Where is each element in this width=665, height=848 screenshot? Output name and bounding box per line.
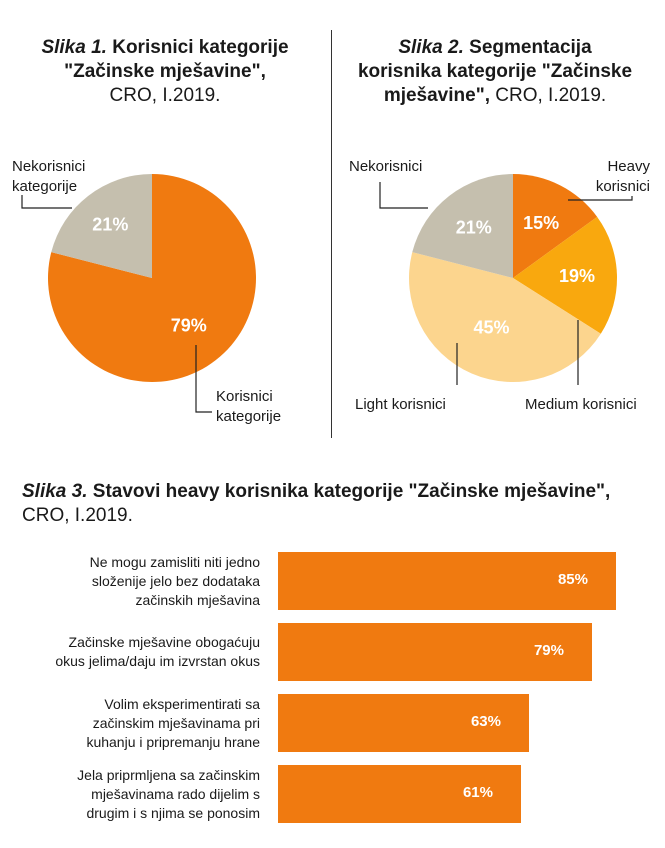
bar-category-label-line: začinskih mješavina: [135, 591, 261, 608]
pie1-label-nonusers-line1: Nekorisnici: [12, 158, 86, 175]
pie1-value-label-1: 21%: [92, 214, 128, 234]
figure3-title-prefix: Slika 3.: [22, 481, 88, 502]
figure3-title-main: Stavovi heavy korisnika kategorije "Zači…: [92, 481, 611, 502]
pie2-value-label-3: 21%: [456, 217, 492, 237]
pie-chart-segmentation: 15% 19% 45% 21%: [379, 174, 633, 385]
column-divider: [331, 30, 332, 438]
pie1-label-nonusers-line2: kategorije: [12, 178, 78, 195]
pie2-label-heavy-line1: Heavy: [607, 158, 650, 175]
pie2-value-label-0: 15%: [523, 213, 559, 233]
figure2-title-main3: mješavine",: [383, 85, 490, 106]
pie1-leader-users: [195, 345, 212, 413]
figure1-title-prefix: Slika 1.: [41, 37, 107, 58]
bar-value-label: 63%: [470, 713, 501, 730]
bar-category-label-line: okus jelima/daju im izvrstan okus: [55, 653, 260, 669]
bar: 79%: [278, 623, 592, 681]
bar-category-label: Volim eksperimentirati sa začinskim mješa…: [20, 695, 260, 752]
pie2-value-label-1: 19%: [559, 266, 595, 286]
figure2-title-sub: CRO, I.2019.: [495, 85, 607, 106]
pie2-label-heavy-line2: korisnici: [595, 178, 650, 195]
figure2-title-prefix: Slika 2.: [398, 37, 464, 58]
bar-category-label: Ne mogu zamisliti niti jedno složenije je…: [20, 553, 260, 610]
pie1-label-users: Korisnici kategorije: [216, 387, 281, 427]
pie2-value-label-2: 45%: [474, 318, 510, 338]
bar: 85%: [278, 552, 616, 610]
bar: 63%: [278, 694, 529, 752]
pie2-slice-3: [412, 174, 513, 278]
figure2-title-main2: korisnika kategorije "Začinske: [357, 61, 633, 82]
figure3-title: Slika 3. Stavovi heavy korisnika kategor…: [22, 480, 662, 528]
bar-category-label-line: Jela priprmljena sa začinskim: [77, 766, 260, 783]
pie1-leader-nonusers: [21, 195, 72, 209]
figure3-title-sub: CRO, I.2019.: [22, 505, 133, 526]
pie2-label-medium: Medium korisnici: [525, 396, 637, 413]
pie2-label-light: Light korisnici: [355, 396, 446, 413]
bar-value-label: 85%: [557, 571, 588, 588]
bar-category-label-line: drugim i s njima se ponosim: [86, 804, 260, 821]
bar-value-label: 79%: [533, 642, 564, 659]
bar-category-label-line: mješavinama rado dijelim s: [91, 785, 260, 802]
pie2-leader-heavy: [568, 196, 633, 201]
figure1-title: Slika 1. Korisnici kategorije "Začinske …: [20, 36, 310, 108]
pie2-leader-nonusers: [379, 182, 428, 209]
bar-category-label-line: začinskim mješavinama pri: [92, 714, 260, 731]
pie-chart-users: 79% 21%: [21, 174, 257, 413]
bar: 61%: [278, 765, 521, 823]
pie1-slice-1: [51, 174, 153, 278]
figure2-title: Slika 2. Segmentacija korisnika kategori…: [340, 36, 650, 108]
figure2-title-main1: Segmentacija: [469, 37, 592, 58]
pie2-slice-1: [513, 216, 617, 334]
bar-category-label-line: kuhanju i pripremanju hrane: [86, 733, 260, 750]
pie1-label-users-line2: kategorije: [216, 408, 282, 425]
pie2-label-heavy: Heavy korisnici: [570, 157, 650, 197]
bar-category-label-line: Ne mogu zamisliti niti jedno: [89, 553, 260, 570]
bar-category-label-line: Začinske mješavine obogaćuju: [68, 634, 260, 650]
bar-category-label-line: složenije jelo bez dodataka: [91, 572, 260, 589]
pie1-label-nonusers: Nekorisnici kategorije: [12, 157, 85, 197]
figure1-title-sub: CRO, I.2019.: [109, 85, 221, 106]
pie2-label-nonusers: Nekorisnici: [349, 158, 423, 175]
bar-category-label-line: Volim eksperimentirati sa: [104, 695, 260, 712]
bar-category-label: Jela priprmljena sa začinskim mješavinama…: [20, 766, 260, 823]
pie1-value-label-0: 79%: [171, 315, 207, 335]
pie1-label-users-line1: Korisnici: [216, 388, 273, 405]
bar-category-label: Začinske mješavine obogaćuju okus jelima/…: [20, 633, 260, 671]
figure1-title-main: Korisnici kategorije "Začinske mješavine…: [64, 37, 289, 82]
bar-value-label: 61%: [462, 784, 493, 801]
